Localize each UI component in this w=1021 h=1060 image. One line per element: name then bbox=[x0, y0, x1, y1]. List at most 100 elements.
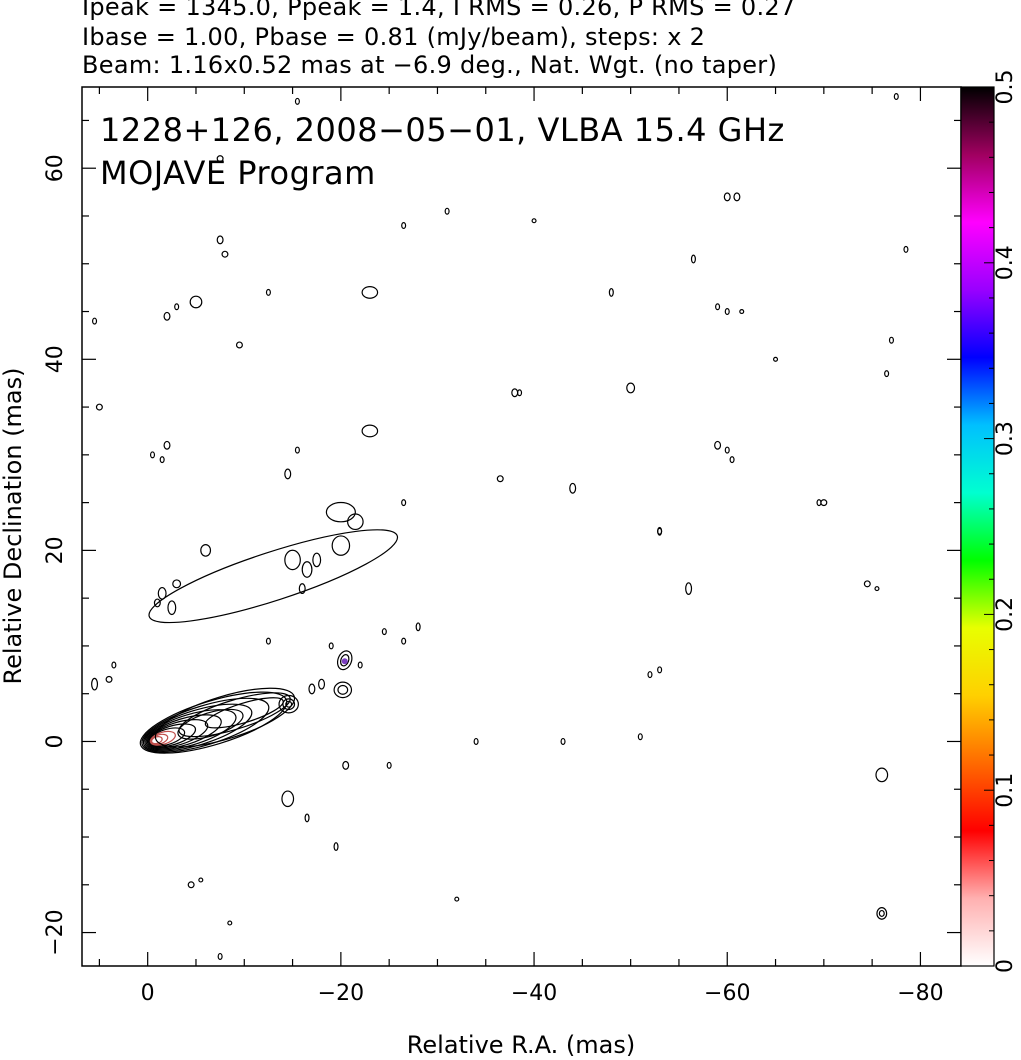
noise-contour bbox=[444, 207, 450, 215]
noise-contour bbox=[820, 499, 828, 507]
x-tick-label: −60 bbox=[704, 981, 750, 1006]
noise-contour bbox=[626, 382, 636, 394]
noise-contour bbox=[875, 767, 889, 783]
axis-tick-labels: 0 −20 −40 −60 −80 −20 0 20 40 60 bbox=[43, 154, 944, 1006]
noise-contour bbox=[347, 513, 364, 531]
noise-contour bbox=[724, 308, 730, 316]
noise-contour bbox=[221, 250, 229, 258]
noise-contour bbox=[647, 671, 653, 679]
noise-contour bbox=[637, 733, 643, 741]
noise-contour bbox=[729, 456, 735, 464]
noise-contour bbox=[657, 527, 663, 535]
knot-contour bbox=[333, 681, 353, 699]
colorbar-tick-label: 0.4 bbox=[993, 245, 1018, 280]
noise-contour bbox=[511, 388, 519, 398]
noise-contour bbox=[401, 499, 407, 507]
noise-contour bbox=[187, 881, 195, 889]
noise-contour bbox=[884, 370, 890, 378]
noise-contour bbox=[304, 813, 310, 823]
x-tick-label: −20 bbox=[318, 981, 364, 1006]
jet-knot-contour bbox=[282, 698, 296, 711]
stats-line-base: Ibase = 1.00, Pbase = 0.81 (mJy/beam), s… bbox=[82, 23, 706, 51]
core-contour bbox=[145, 714, 222, 750]
x-axis-title: Relative R.A. (mas) bbox=[407, 1031, 635, 1059]
noise-contour bbox=[153, 598, 161, 608]
noise-contour bbox=[715, 303, 721, 311]
noise-contour bbox=[149, 451, 156, 459]
noise-contour bbox=[172, 579, 182, 589]
noise-contour bbox=[733, 192, 741, 202]
noise-contour bbox=[200, 543, 212, 557]
noise-contour bbox=[281, 790, 295, 808]
noise-contour bbox=[863, 580, 871, 588]
x-tick-label: −40 bbox=[511, 981, 557, 1006]
noise-contour bbox=[159, 456, 165, 464]
polarization-mark bbox=[341, 658, 348, 665]
axis-ticks bbox=[82, 87, 961, 966]
noise-contour bbox=[325, 501, 356, 523]
noise-contour bbox=[714, 440, 722, 450]
noise-contour bbox=[198, 877, 204, 883]
noise-contour bbox=[893, 93, 899, 101]
colorbar-tick-label: 0.2 bbox=[993, 597, 1018, 632]
noise-contour bbox=[91, 677, 99, 691]
noise-contour bbox=[517, 389, 523, 397]
x-tick-label: 0 bbox=[141, 981, 155, 1006]
colorbar-tick-label: 0.1 bbox=[993, 773, 1018, 808]
noise-contour bbox=[874, 586, 880, 592]
stats-line-intensity: Ipeak = 1345.0, Ppeak = 1.4, I RMS = 0.2… bbox=[82, 0, 796, 21]
noise-contour bbox=[401, 637, 407, 645]
y-tick-label: 40 bbox=[43, 345, 68, 373]
noise-contour bbox=[328, 642, 334, 650]
core-contour bbox=[139, 691, 288, 754]
y-tick-label: 0 bbox=[43, 734, 68, 748]
noise-contour bbox=[308, 683, 316, 695]
noise-contour bbox=[216, 155, 224, 163]
jet-contour bbox=[154, 687, 296, 748]
noise-contour bbox=[739, 308, 745, 315]
noise-contour bbox=[174, 303, 180, 311]
noise-contour bbox=[189, 295, 203, 309]
colorbar-tick-label: 0.5 bbox=[993, 70, 1018, 105]
noise-contour bbox=[95, 403, 103, 411]
stats-line-beam: Beam: 1.16x0.52 mas at −6.9 deg., Nat. W… bbox=[82, 51, 778, 79]
noise-contour bbox=[903, 245, 909, 253]
knot-contour bbox=[339, 654, 350, 667]
y-tick-label: 60 bbox=[43, 154, 68, 182]
core-contour bbox=[142, 703, 253, 752]
noise-contour bbox=[318, 678, 326, 690]
core-contour bbox=[148, 727, 186, 747]
knot-contour bbox=[336, 650, 353, 671]
noise-contour bbox=[105, 675, 113, 683]
noise-contour bbox=[569, 482, 577, 494]
knot-contour bbox=[337, 684, 349, 695]
extended-jet-contour bbox=[148, 529, 399, 624]
contour-layer bbox=[91, 93, 909, 960]
jet-knot-contour bbox=[278, 694, 299, 714]
noise-contour bbox=[888, 336, 894, 344]
y-tick-label: 20 bbox=[43, 536, 68, 564]
colorbar: 0 0.1 0.2 0.3 0.4 0.5 bbox=[960, 70, 1018, 973]
noise-contour bbox=[167, 600, 177, 616]
noise-contour bbox=[560, 737, 566, 745]
noise-contour bbox=[342, 760, 350, 770]
noise-contour bbox=[496, 475, 504, 483]
noise-contour bbox=[724, 446, 730, 454]
colorbar-tick-label: 0 bbox=[993, 959, 1018, 973]
plot-frame bbox=[81, 86, 962, 967]
noise-contour bbox=[773, 356, 779, 362]
noise-contour bbox=[386, 761, 392, 769]
noise-contour bbox=[298, 583, 306, 595]
noise-contour bbox=[331, 535, 351, 556]
x-tick-label: −80 bbox=[897, 981, 943, 1006]
noise-contour bbox=[217, 952, 223, 960]
noise-contour bbox=[294, 97, 300, 105]
colorbar-scale bbox=[960, 86, 995, 967]
y-axis-title: Relative Declination (mas) bbox=[0, 367, 27, 684]
noise-contour bbox=[690, 254, 696, 264]
noise-contour bbox=[265, 637, 271, 645]
noise-contour bbox=[301, 561, 313, 578]
noise-contour bbox=[876, 907, 888, 920]
noise-contour bbox=[685, 582, 693, 595]
